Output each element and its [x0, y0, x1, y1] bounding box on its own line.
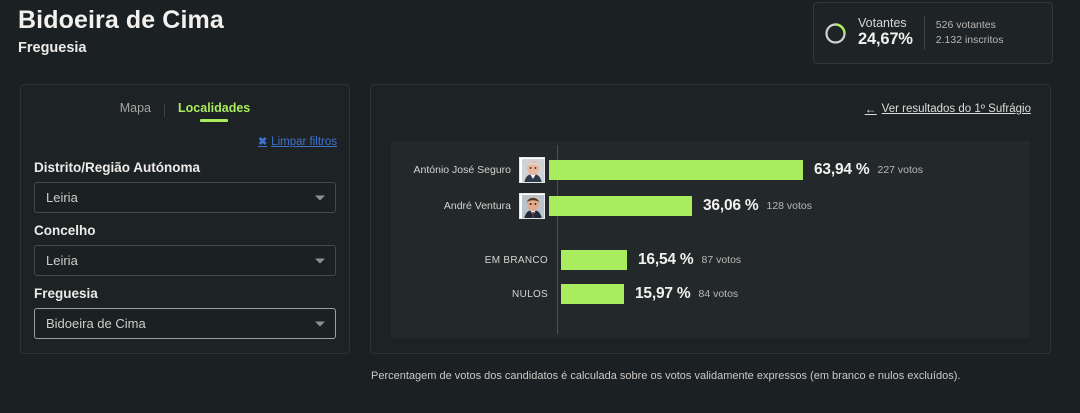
chevron-down-icon — [315, 321, 325, 326]
donut-progress-icon — [824, 22, 847, 45]
votantes-card: Votantes 24,67% 526 votantes 2.132 inscr… — [813, 2, 1053, 64]
divider — [923, 16, 925, 50]
bar-percent: 15,97 % — [635, 285, 691, 302]
chart-panel: ← Ver resultados do 1º Sufrágio António … — [370, 84, 1051, 354]
bar-fill — [561, 284, 624, 304]
bar-fill — [549, 196, 692, 216]
bar-label: André Ventura — [443, 200, 511, 212]
field-concelho: Concelho Leiria — [21, 223, 349, 276]
chevron-down-icon — [315, 195, 325, 200]
bar-percent: 16,54 % — [638, 251, 694, 268]
select-distrito[interactable]: Leiria — [34, 182, 336, 213]
bar-row: NULOS 15,97 % 84 votos — [391, 281, 1030, 307]
bar-row: António José Seguro 63,94 % 227 votos — [391, 157, 1030, 183]
clear-filters-label: Limpar filtros — [271, 135, 337, 148]
bar-votes: 227 votos — [877, 164, 924, 176]
view-first-round-link[interactable]: ← Ver resultados do 1º Sufrágio — [865, 102, 1031, 116]
view-first-round-label: Ver resultados do 1º Sufrágio — [881, 103, 1031, 115]
bar-label: NULOS — [512, 288, 548, 300]
chart-axis-line — [557, 145, 558, 334]
bar-label: António José Seguro — [413, 164, 511, 176]
tab-mapa[interactable]: Mapa — [119, 101, 152, 115]
field-label-distrito: Distrito/Região Autónoma — [34, 160, 201, 175]
clear-filters-button[interactable]: ✖ Limpar filtros — [257, 135, 337, 149]
votantes-label: Votantes — [858, 15, 907, 30]
select-concelho[interactable]: Leiria — [34, 245, 336, 276]
field-freguesia: Freguesia Bidoeira de Cima — [21, 286, 349, 339]
chevron-down-icon — [315, 258, 325, 263]
page-title: Bidoeira de Cima — [18, 6, 224, 34]
select-freguesia-value: Bidoeira de Cima — [46, 316, 146, 331]
arrow-left-icon: ← — [864, 102, 877, 116]
inscritos-count: 2.132 inscritos — [935, 34, 1004, 46]
votantes-percent: 24,67% — [858, 30, 913, 49]
select-distrito-value: Leiria — [46, 190, 78, 205]
clear-filters-row: ✖ Limpar filtros — [21, 120, 349, 150]
field-label-concelho: Concelho — [34, 223, 96, 238]
bar-label: EM BRANCO — [484, 254, 548, 266]
bar-votes: 128 votos — [766, 200, 813, 212]
results-bar-chart: António José Seguro 63,94 % 227 votos André… — [391, 141, 1030, 338]
bar-fill — [549, 160, 803, 180]
back-link-row: ← Ver resultados do 1º Sufrágio — [371, 85, 1050, 118]
tab-localidades[interactable]: Localidades — [165, 101, 263, 120]
page-subtitle: Freguesia — [18, 40, 87, 56]
bar-percent: 63,94 % — [814, 161, 870, 178]
chart-footnote: Percentagem de votos dos candidatos é ca… — [371, 370, 961, 382]
select-freguesia[interactable]: Bidoeira de Cima — [34, 308, 336, 339]
bar-row: André Ventura 36,06 % 128 votos — [391, 193, 1030, 219]
field-label-freguesia: Freguesia — [34, 286, 98, 301]
bar-votes: 84 votos — [698, 288, 739, 300]
candidate-photo-andre-ventura — [519, 193, 545, 219]
filter-panel: Mapa Localidades ✖ Limpar filtros Distri… — [20, 84, 350, 354]
bar-row: EM BRANCO 16,54 % 87 votos — [391, 247, 1030, 273]
tab-bar: Mapa Localidades — [21, 85, 349, 120]
select-concelho-value: Leiria — [46, 253, 78, 268]
votantes-count: 526 votantes — [935, 18, 996, 31]
bar-votes: 87 votos — [701, 254, 742, 266]
bar-fill — [561, 250, 627, 270]
field-distrito: Distrito/Região Autónoma Leiria — [21, 160, 349, 213]
close-x-icon: ✖ — [257, 136, 268, 148]
candidate-photo-antonio-jose-seguro — [519, 157, 545, 183]
bar-percent: 36,06 % — [703, 197, 759, 214]
